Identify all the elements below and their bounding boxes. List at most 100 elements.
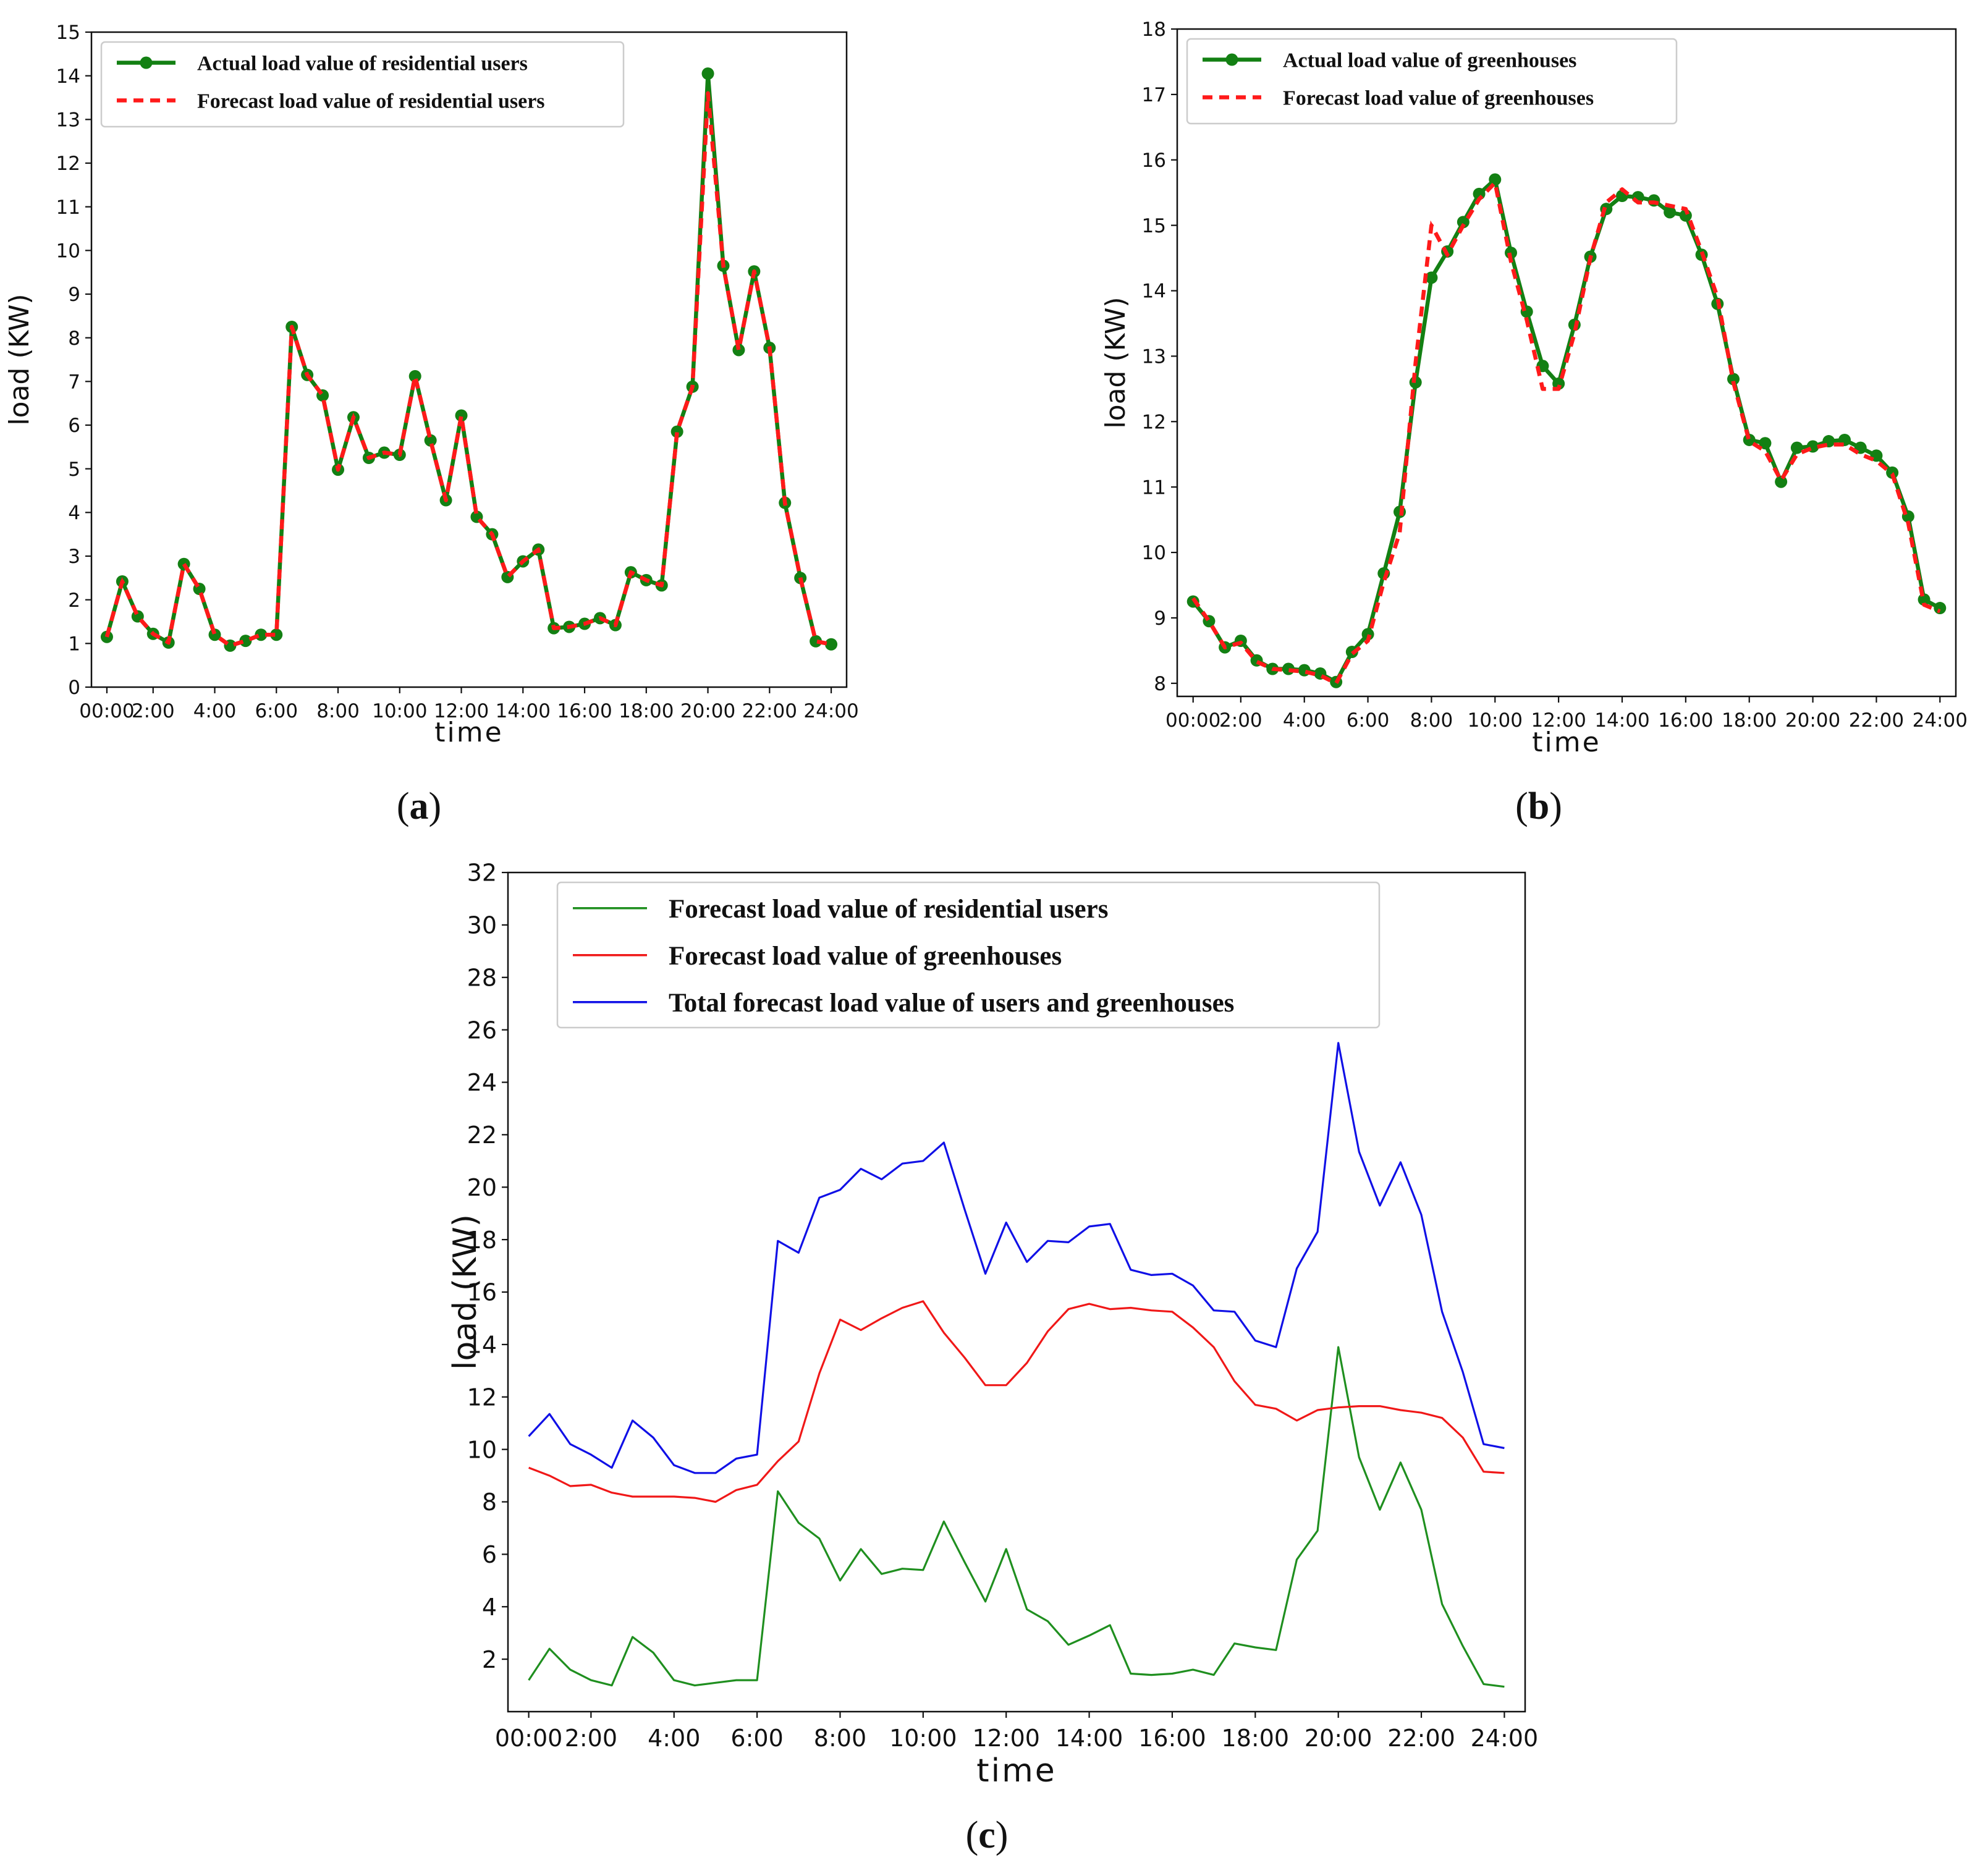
x-tick-label: 8:00 [814, 1725, 866, 1752]
y-tick-label: 13 [1142, 346, 1166, 368]
x-tick-label: 10:00 [889, 1725, 957, 1752]
x-axis-title: time [976, 1752, 1056, 1789]
data-point [408, 370, 421, 382]
data-point [1425, 271, 1438, 284]
x-tick-label: 12:00 [1531, 709, 1586, 732]
y-tick-label: 9 [68, 284, 80, 306]
data-point [270, 628, 283, 641]
series-line-overlay [105, 93, 832, 648]
data-point [239, 635, 252, 648]
data-point [810, 635, 823, 648]
y-axis-title: load (KW) [4, 294, 35, 425]
x-tick-label: 12:00 [972, 1725, 1040, 1752]
y-tick-label: 8 [1154, 673, 1166, 695]
y-tick-label: 6 [68, 415, 80, 437]
x-tick-label: 22:00 [1387, 1725, 1455, 1752]
y-tick-label: 16 [1142, 150, 1166, 172]
series-line-1 [1191, 177, 1941, 684]
legend-label: Actual load value of greenhouses [1283, 49, 1576, 72]
y-tick-label: 14 [467, 1332, 497, 1359]
y-tick-label: 9 [1154, 607, 1166, 630]
y-axis-title: load (KW) [1100, 297, 1131, 428]
y-tick-label: 13 [56, 109, 80, 131]
x-tick-label: 24:00 [1471, 1725, 1539, 1752]
legend-box [100, 41, 625, 128]
data-point [732, 344, 745, 357]
x-tick-label: 4:00 [1283, 709, 1326, 732]
data-point [1790, 441, 1803, 454]
y-tick-label: 0 [68, 677, 80, 699]
data-point [1727, 373, 1740, 386]
plot-frame [90, 31, 848, 688]
x-tick-label: 00:00 [495, 1725, 563, 1752]
x-tick-label: 12:00 [434, 700, 489, 722]
panel-label-c: (c) [966, 1814, 1009, 1856]
x-axis-title: time [434, 717, 503, 748]
data-point [1759, 437, 1772, 450]
x-tick-label: 4:00 [193, 700, 237, 722]
x-tick-label: 6:00 [1347, 709, 1390, 732]
y-tick-label: 28 [467, 964, 497, 991]
y-tick-label: 2 [482, 1646, 497, 1673]
x-tick-label: 18:00 [1722, 709, 1777, 732]
y-tick-label: 22 [467, 1122, 497, 1149]
y-tick-label: 4 [68, 502, 80, 524]
y-tick-label: 32 [467, 860, 497, 887]
y-tick-label: 14 [1142, 281, 1166, 303]
x-axis-title: time [1532, 727, 1601, 758]
x-tick-label: 16:00 [1658, 709, 1713, 732]
y-tick-label: 7 [68, 371, 80, 393]
x-tick-label: 2:00 [1219, 709, 1262, 732]
data-point [701, 67, 714, 80]
x-tick-label: 22:00 [1849, 709, 1904, 732]
series-line-2 [528, 1300, 1505, 1503]
y-tick-label: 6 [482, 1541, 497, 1568]
x-tick-label: 18:00 [619, 700, 674, 722]
series-line-3 [528, 1042, 1505, 1474]
x-tick-label: 14:00 [1594, 709, 1649, 732]
y-tick-label: 4 [482, 1594, 497, 1621]
x-tick-label: 18:00 [1222, 1725, 1290, 1752]
legend-label: Total forecast load value of users and g… [669, 989, 1234, 1018]
panel-label-b: (b) [1515, 785, 1562, 827]
legend-label: Forecast load value of greenhouses [1283, 87, 1594, 109]
x-tick-label: 4:00 [648, 1725, 700, 1752]
legend-label: Forecast load value of greenhouses [669, 942, 1062, 971]
y-tick-label: 10 [467, 1436, 497, 1463]
y-tick-label: 1 [68, 633, 80, 655]
y-tick-label: 20 [467, 1174, 497, 1201]
y-tick-label: 10 [1142, 542, 1166, 564]
x-tick-label: 22:00 [742, 700, 797, 722]
y-tick-label: 2 [68, 589, 80, 612]
x-tick-label: 10:00 [372, 700, 427, 722]
y-tick-label: 8 [68, 327, 80, 350]
x-tick-label: 6:00 [730, 1725, 783, 1752]
series-line-1 [104, 71, 832, 648]
y-tick-label: 12 [56, 153, 80, 175]
legend-box [556, 881, 1381, 1029]
y-tick-label: 11 [56, 196, 80, 219]
series-line-1 [528, 1346, 1505, 1688]
y-tick-label: 24 [467, 1069, 497, 1096]
x-tick-label: 2:00 [565, 1725, 617, 1752]
legend-box [1186, 38, 1678, 125]
y-axis-title: load (KW) [447, 1214, 484, 1370]
x-tick-label: 16:00 [1138, 1725, 1206, 1752]
y-tick-label: 15 [1142, 215, 1166, 237]
plot-frame [1176, 28, 1957, 698]
x-tick-label: 20:00 [1785, 709, 1840, 732]
y-tick-label: 30 [467, 912, 497, 939]
data-point [100, 630, 113, 643]
y-tick-label: 12 [467, 1384, 497, 1411]
data-point [1489, 173, 1502, 186]
y-tick-label: 18 [467, 1227, 497, 1254]
y-tick-label: 10 [56, 240, 80, 262]
y-tick-label: 15 [56, 22, 80, 44]
x-tick-label: 10:00 [1468, 709, 1523, 732]
data-point [1361, 628, 1374, 641]
y-tick-label: 3 [68, 546, 80, 568]
x-tick-label: 00:00 [1165, 709, 1220, 732]
